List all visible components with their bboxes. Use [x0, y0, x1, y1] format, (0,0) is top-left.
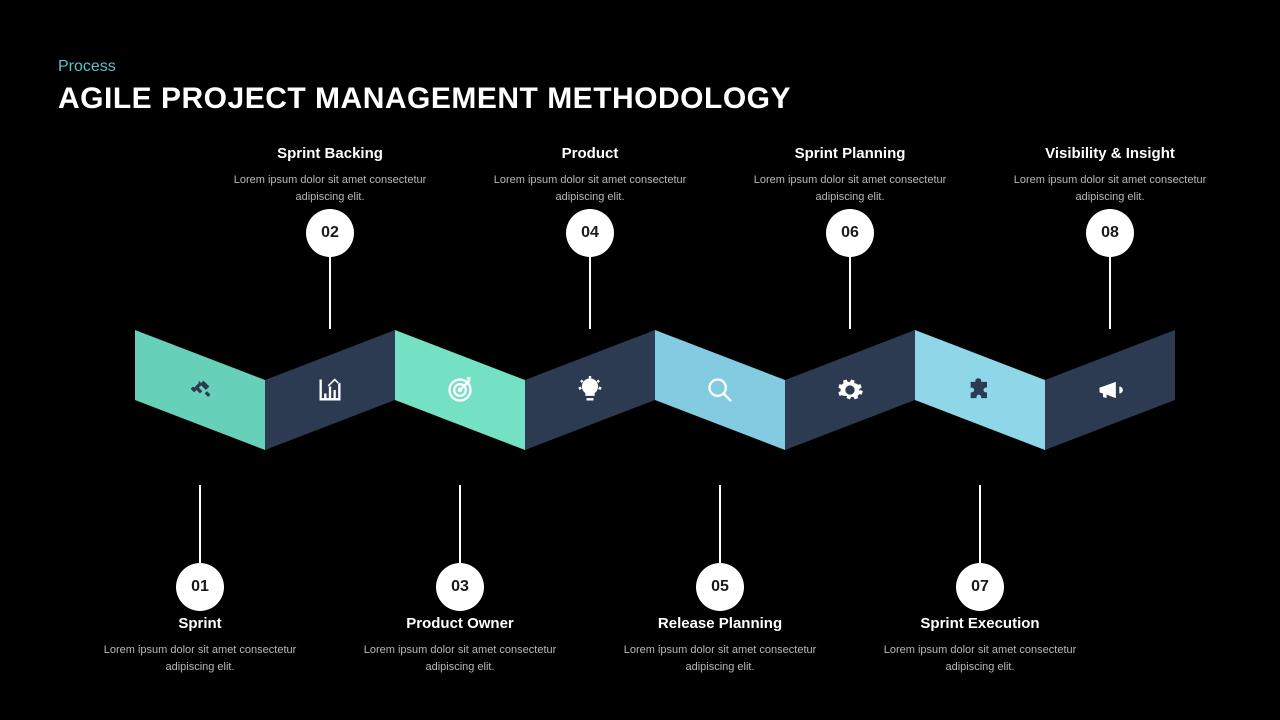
connector-line [589, 257, 591, 329]
step-number-badge: 05 [696, 563, 744, 611]
step-number-badge: 03 [436, 563, 484, 611]
connector-line [199, 485, 201, 563]
step-title: Sprint Execution [875, 615, 1085, 632]
step-desc: Lorem ipsum dolor sit amet consectetur a… [745, 172, 955, 205]
step-desc: Lorem ipsum dolor sit amet consectetur a… [615, 642, 825, 675]
step-06: Sprint Planning Lorem ipsum dolor sit ame… [745, 145, 955, 205]
connector-line [979, 485, 981, 563]
connector-line [849, 257, 851, 329]
chart-icon [316, 376, 344, 404]
megaphone-icon [1096, 376, 1124, 404]
gear-icon [836, 376, 864, 404]
step-02: Sprint Backing Lorem ipsum dolor sit amet… [225, 145, 435, 205]
step-title: Visibility & Insight [1005, 145, 1215, 162]
step-number-badge: 04 [566, 209, 614, 257]
step-desc: Lorem ipsum dolor sit amet consectetur a… [95, 642, 305, 675]
page-title: AGILE PROJECT MANAGEMENT METHODOLOGY [58, 82, 791, 116]
step-number-badge: 02 [306, 209, 354, 257]
connector-line [459, 485, 461, 563]
connector-line [329, 257, 331, 329]
step-number-badge: 07 [956, 563, 1004, 611]
step-title: Product Owner [355, 615, 565, 632]
magnifier-icon [706, 376, 734, 404]
puzzle-icon [966, 376, 994, 404]
step-desc: Lorem ipsum dolor sit amet consectetur a… [355, 642, 565, 675]
connector-line [719, 485, 721, 563]
step-desc: Lorem ipsum dolor sit amet consectetur a… [1005, 172, 1215, 205]
step-07: 07Sprint ExecutionLorem ipsum dolor sit … [875, 615, 1085, 675]
step-number-badge: 01 [176, 563, 224, 611]
connector-line [1109, 257, 1111, 329]
step-04: Product Lorem ipsum dolor sit amet consec… [485, 145, 695, 205]
step-title: Release Planning [615, 615, 825, 632]
handshake-icon [186, 376, 214, 404]
step-title: Product [485, 145, 695, 162]
step-title: Sprint [95, 615, 305, 632]
lightbulb-icon [576, 376, 604, 404]
step-08: Visibility & Insight Lorem ipsum dolor si… [1005, 145, 1215, 205]
step-desc: Lorem ipsum dolor sit amet consectetur a… [875, 642, 1085, 675]
subtitle: Process [58, 58, 791, 76]
step-title: Sprint Backing [225, 145, 435, 162]
step-desc: Lorem ipsum dolor sit amet consectetur a… [485, 172, 695, 205]
step-title: Sprint Planning [745, 145, 955, 162]
step-05: 05Release PlanningLorem ipsum dolor sit … [615, 615, 825, 675]
step-number-badge: 06 [826, 209, 874, 257]
step-number-badge: 08 [1086, 209, 1134, 257]
header: Process AGILE PROJECT MANAGEMENT METHODO… [58, 58, 791, 116]
process-diagram: 01SprintLorem ipsum dolor sit amet conse… [135, 145, 1185, 675]
step-desc: Lorem ipsum dolor sit amet consectetur a… [225, 172, 435, 205]
step-01: 01SprintLorem ipsum dolor sit amet conse… [95, 615, 305, 675]
step-03: 03Product OwnerLorem ipsum dolor sit ame… [355, 615, 565, 675]
zigzag-ribbon [135, 325, 1185, 455]
target-icon [446, 376, 474, 404]
